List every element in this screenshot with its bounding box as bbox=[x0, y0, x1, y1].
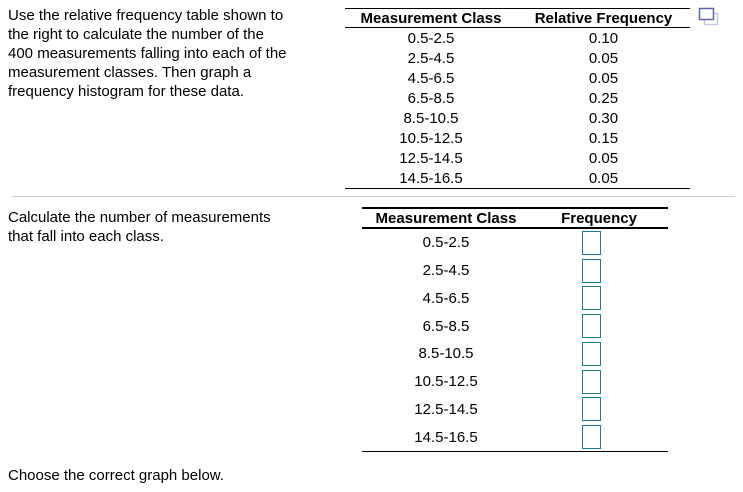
task-prompt-line: Calculate the number of measurements bbox=[8, 209, 271, 226]
frequency-cell bbox=[530, 423, 668, 451]
relative-frequency-cell: 0.25 bbox=[588, 89, 619, 107]
table-row: 14.5-16.5 0.05 bbox=[345, 168, 690, 189]
frequency-header: Frequency bbox=[561, 209, 637, 227]
measurement-class-cell: 0.5-2.5 bbox=[407, 29, 455, 47]
measurement-class-cell: 10.5-12.5 bbox=[399, 129, 463, 147]
table-row: 2.5-4.5 bbox=[362, 257, 668, 285]
section-divider bbox=[12, 196, 735, 197]
table-row: 8.5-10.5 0.30 bbox=[345, 108, 690, 128]
intro-text: Use the relative frequency table shown t… bbox=[8, 6, 344, 101]
frequency-input[interactable] bbox=[581, 341, 601, 366]
popout-table-icon[interactable] bbox=[697, 7, 721, 29]
measurement-class-cell: 12.5-14.5 bbox=[399, 149, 463, 167]
measurement-class-cell: 6.5-8.5 bbox=[422, 317, 470, 335]
frequency-input[interactable] bbox=[581, 314, 601, 339]
measurement-class-cell: 10.5-12.5 bbox=[414, 373, 478, 391]
table-row: 4.5-6.5 bbox=[362, 285, 668, 313]
table-row: 6.5-8.5 0.25 bbox=[345, 88, 690, 108]
frequency-answer-table: Measurement Class Frequency 0.5-2.5 2.5-… bbox=[362, 207, 668, 452]
intro-line: the right to calculate the number of the bbox=[8, 26, 264, 43]
relative-frequency-cell: 0.05 bbox=[588, 169, 619, 187]
table-row: 4.5-6.5 0.05 bbox=[345, 68, 690, 88]
table-row: 0.5-2.5 0.10 bbox=[345, 28, 690, 48]
frequency-input[interactable] bbox=[581, 397, 601, 422]
choose-graph-prompt: Choose the correct graph below. bbox=[8, 466, 408, 485]
choose-graph-prompt-text: Choose the correct graph below. bbox=[8, 467, 224, 484]
relative-frequency-cell: 0.15 bbox=[588, 129, 619, 147]
frequency-input[interactable] bbox=[581, 286, 601, 311]
frequency-cell bbox=[530, 285, 668, 313]
frequency-cell bbox=[530, 312, 668, 340]
measurement-class-header: Measurement Class bbox=[375, 209, 517, 227]
table-row: 10.5-12.5 bbox=[362, 368, 668, 396]
relative-frequency-table: Measurement Class Relative Frequency 0.5… bbox=[345, 8, 690, 189]
popout-table-icon-glyph bbox=[698, 7, 719, 26]
relative-frequency-header: Relative Frequency bbox=[534, 9, 673, 27]
relative-frequency-cell: 0.05 bbox=[588, 49, 619, 67]
task-prompt-line: that fall into each class. bbox=[8, 228, 164, 245]
relative-frequency-cell: 0.05 bbox=[588, 149, 619, 167]
measurement-class-cell: 0.5-2.5 bbox=[422, 234, 470, 252]
measurement-class-cell: 14.5-16.5 bbox=[414, 428, 478, 446]
measurement-class-header: Measurement Class bbox=[360, 9, 502, 27]
measurement-class-cell: 2.5-4.5 bbox=[422, 262, 470, 280]
intro-line: frequency histogram for these data. bbox=[8, 83, 244, 100]
measurement-class-cell: 14.5-16.5 bbox=[399, 169, 463, 187]
frequency-input[interactable] bbox=[581, 425, 601, 450]
measurement-class-cell: 12.5-14.5 bbox=[414, 400, 478, 418]
relative-frequency-cell: 0.05 bbox=[588, 69, 619, 87]
intro-line: Use the relative frequency table shown t… bbox=[8, 7, 284, 24]
table-row: 12.5-14.5 0.05 bbox=[345, 148, 690, 168]
measurement-class-cell: 4.5-6.5 bbox=[407, 69, 455, 87]
frequency-cell bbox=[530, 396, 668, 424]
measurement-class-cell: 6.5-8.5 bbox=[407, 89, 455, 107]
table-row: 6.5-8.5 bbox=[362, 312, 668, 340]
measurement-class-cell: 8.5-10.5 bbox=[418, 345, 474, 363]
task-prompt: Calculate the number of measurements tha… bbox=[8, 208, 344, 246]
relative-frequency-cell: 0.30 bbox=[588, 109, 619, 127]
table-header-row: Measurement Class Frequency bbox=[362, 209, 668, 229]
frequency-cell bbox=[530, 229, 668, 257]
table-row: 0.5-2.5 bbox=[362, 229, 668, 257]
frequency-cell bbox=[530, 340, 668, 368]
table-row: 10.5-12.5 0.15 bbox=[345, 128, 690, 148]
table-header-row: Measurement Class Relative Frequency bbox=[345, 9, 690, 28]
table-row: 14.5-16.5 bbox=[362, 423, 668, 451]
table-row: 2.5-4.5 0.05 bbox=[345, 48, 690, 68]
intro-line: measurement classes. Then graph a bbox=[8, 64, 252, 81]
frequency-input[interactable] bbox=[581, 369, 601, 394]
measurement-class-cell: 8.5-10.5 bbox=[403, 109, 459, 127]
intro-line: 400 measurements falling into each of th… bbox=[8, 45, 287, 62]
measurement-class-cell: 4.5-6.5 bbox=[422, 289, 470, 307]
frequency-input[interactable] bbox=[581, 230, 601, 255]
table-row: 8.5-10.5 bbox=[362, 340, 668, 368]
relative-frequency-cell: 0.10 bbox=[588, 29, 619, 47]
frequency-input[interactable] bbox=[581, 258, 601, 283]
table-row: 12.5-14.5 bbox=[362, 396, 668, 424]
frequency-cell bbox=[530, 257, 668, 285]
frequency-cell bbox=[530, 368, 668, 396]
measurement-class-cell: 2.5-4.5 bbox=[407, 49, 455, 67]
